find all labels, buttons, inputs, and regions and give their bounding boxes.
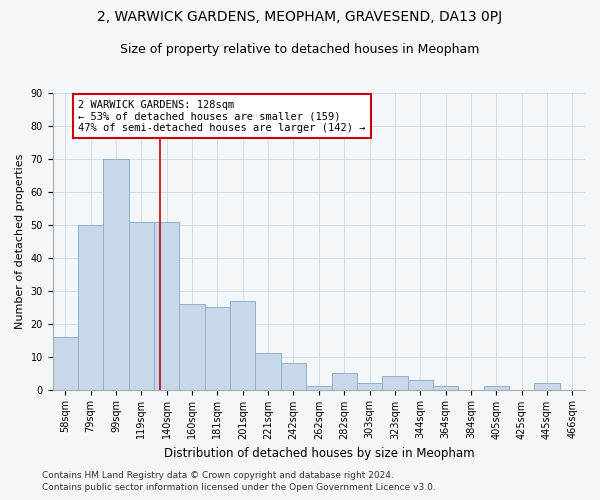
- Bar: [407, 380, 433, 390]
- X-axis label: Distribution of detached houses by size in Meopham: Distribution of detached houses by size …: [164, 447, 474, 460]
- Bar: [357, 383, 382, 390]
- Text: Contains HM Land Registry data © Crown copyright and database right 2024.
Contai: Contains HM Land Registry data © Crown c…: [42, 471, 436, 492]
- Bar: [433, 386, 458, 390]
- Bar: [78, 225, 103, 390]
- Bar: [332, 373, 357, 390]
- Bar: [535, 383, 560, 390]
- Bar: [129, 222, 154, 390]
- Bar: [230, 300, 256, 390]
- Bar: [382, 376, 407, 390]
- Text: 2, WARWICK GARDENS, MEOPHAM, GRAVESEND, DA13 0PJ: 2, WARWICK GARDENS, MEOPHAM, GRAVESEND, …: [97, 10, 503, 24]
- Y-axis label: Number of detached properties: Number of detached properties: [15, 154, 25, 329]
- Bar: [179, 304, 205, 390]
- Bar: [103, 159, 129, 390]
- Bar: [154, 222, 179, 390]
- Text: 2 WARWICK GARDENS: 128sqm
← 53% of detached houses are smaller (159)
47% of semi: 2 WARWICK GARDENS: 128sqm ← 53% of detac…: [78, 100, 365, 133]
- Text: Size of property relative to detached houses in Meopham: Size of property relative to detached ho…: [121, 42, 479, 56]
- Bar: [53, 337, 78, 390]
- Bar: [205, 307, 230, 390]
- Bar: [281, 363, 306, 390]
- Bar: [256, 354, 281, 390]
- Bar: [484, 386, 509, 390]
- Bar: [306, 386, 332, 390]
